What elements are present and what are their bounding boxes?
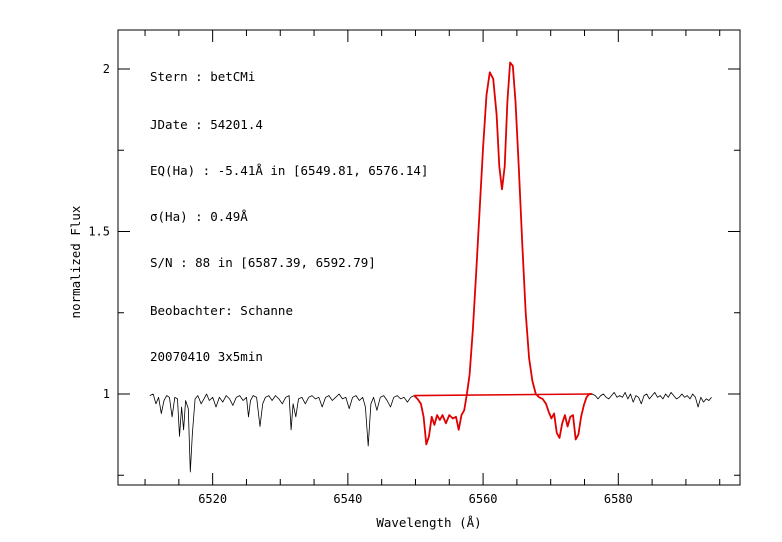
annotation-sigma: σ(Ha) : 0.49Å	[150, 209, 248, 224]
annotation-date-exposure: 20070410 3x5min	[150, 349, 263, 364]
y-axis-title: normalized Flux	[68, 205, 83, 318]
plot-frame	[117, 29, 741, 486]
series-layer	[149, 61, 712, 473]
y-tick-label: 2	[103, 62, 110, 76]
series-continuum-line	[414, 393, 593, 397]
annotation-jdate: JDate : 54201.4	[150, 117, 263, 132]
annotation-equivalent-width: EQ(Ha) : -5.41Å in [6549.81, 6576.14]	[150, 163, 428, 178]
x-axis-title: Wavelength (Å)	[376, 515, 481, 530]
series-spectrum-red-side	[592, 391, 712, 408]
annotation-snr: S/N : 88 in [6587.39, 6592.79]	[150, 255, 376, 270]
x-tick-label: 6580	[604, 492, 633, 506]
x-tick-label: 6560	[469, 492, 498, 506]
x-tick-label: 6520	[198, 492, 227, 506]
y-tick-label: 1.5	[88, 225, 110, 239]
series-halpha-profile	[413, 61, 593, 446]
axis-tick-labels: 6520 6540 6560 6580 1 1.5 2	[88, 62, 632, 506]
annotation-observer: Beobachter: Schanne	[150, 303, 293, 318]
annotation-star: Stern : betCMi	[150, 69, 255, 84]
axis-ticks	[118, 30, 740, 485]
y-tick-label: 1	[103, 387, 110, 401]
x-tick-label: 6540	[333, 492, 362, 506]
series-spectrum-blue-side	[149, 393, 415, 473]
